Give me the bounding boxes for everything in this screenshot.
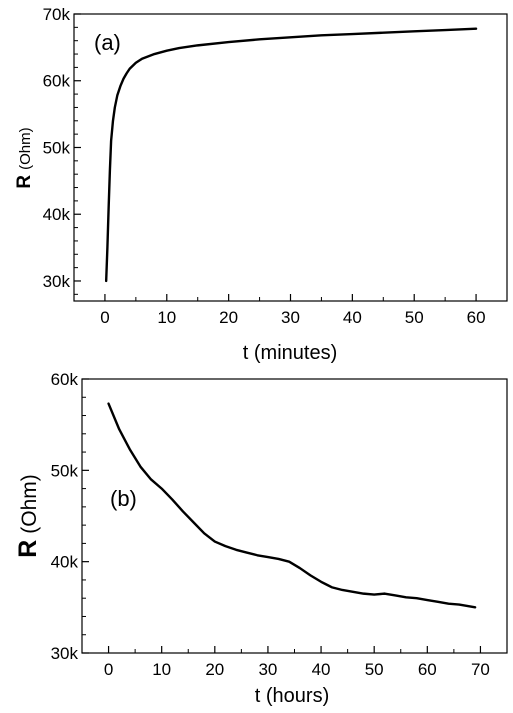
x-tick-label: 10	[152, 660, 171, 679]
x-tick-label: 50	[405, 308, 424, 327]
x-axis-label-a: t (minutes)	[243, 342, 337, 364]
x-tick-label: 60	[418, 660, 437, 679]
y-tick-label: 60k	[51, 370, 79, 389]
y-tick-label: 60k	[43, 72, 71, 91]
chart-panel-b: (b) 30k 40k 50k 60k 0 10 20 30 40 50 60 70 t (hour…	[14, 370, 508, 707]
x-tick-label: 40	[312, 660, 331, 679]
y-tick-label: 40k	[43, 205, 71, 224]
axis-ticks-b	[82, 378, 482, 654]
x-tick-labels-b: 0 10 20 30 40 50 60 70	[104, 660, 490, 679]
y-tick-label: 50k	[51, 461, 79, 480]
y-axis-label-unit-b: (Ohm)	[18, 474, 41, 534]
y-tick-labels-a: 30k 40k 50k 60k 70k	[43, 5, 71, 291]
y-tick-label: 70k	[43, 5, 71, 24]
y-tick-label: 40k	[51, 553, 79, 572]
chart-panel-a: (a) 30k 40k 50k 60k 70k 0 10 20 30 40 50 60 t (min…	[14, 5, 508, 364]
y-axis-label-main-b: R	[14, 540, 42, 558]
y-axis-label-a: R (Ohm)	[14, 127, 35, 188]
panel-label-b: (b)	[110, 486, 137, 511]
y-axis-label-main-a: R	[14, 175, 35, 189]
x-tick-label: 30	[258, 660, 277, 679]
x-tick-label: 0	[100, 308, 109, 327]
x-tick-label: 30	[281, 308, 300, 327]
x-tick-label: 50	[365, 660, 384, 679]
series-line-b	[107, 402, 477, 609]
x-tick-label: 20	[205, 660, 224, 679]
axis-ticks-a	[74, 13, 477, 301]
x-tick-label: 60	[467, 308, 486, 327]
y-axis-label-b: R (Ohm)	[14, 474, 42, 558]
x-tick-label: 0	[104, 660, 113, 679]
x-tick-label: 70	[471, 660, 490, 679]
x-tick-label: 10	[157, 308, 176, 327]
y-tick-labels-b: 30k 40k 50k 60k	[51, 370, 79, 663]
plot-frame-a	[73, 13, 508, 302]
y-axis-label-unit-a: (Ohm)	[17, 127, 34, 170]
x-tick-label: 40	[343, 308, 362, 327]
y-tick-label: 30k	[43, 272, 71, 291]
x-axis-label-b: t (hours)	[255, 685, 329, 707]
x-tick-label: 20	[219, 308, 238, 327]
y-tick-label: 50k	[43, 138, 71, 157]
y-tick-label: 30k	[51, 644, 79, 663]
plot-frame-b	[81, 378, 508, 654]
series-line-a	[104, 27, 478, 283]
x-tick-labels-a: 0 10 20 30 40 50 60	[100, 308, 485, 327]
panel-label-a: (a)	[94, 30, 121, 55]
